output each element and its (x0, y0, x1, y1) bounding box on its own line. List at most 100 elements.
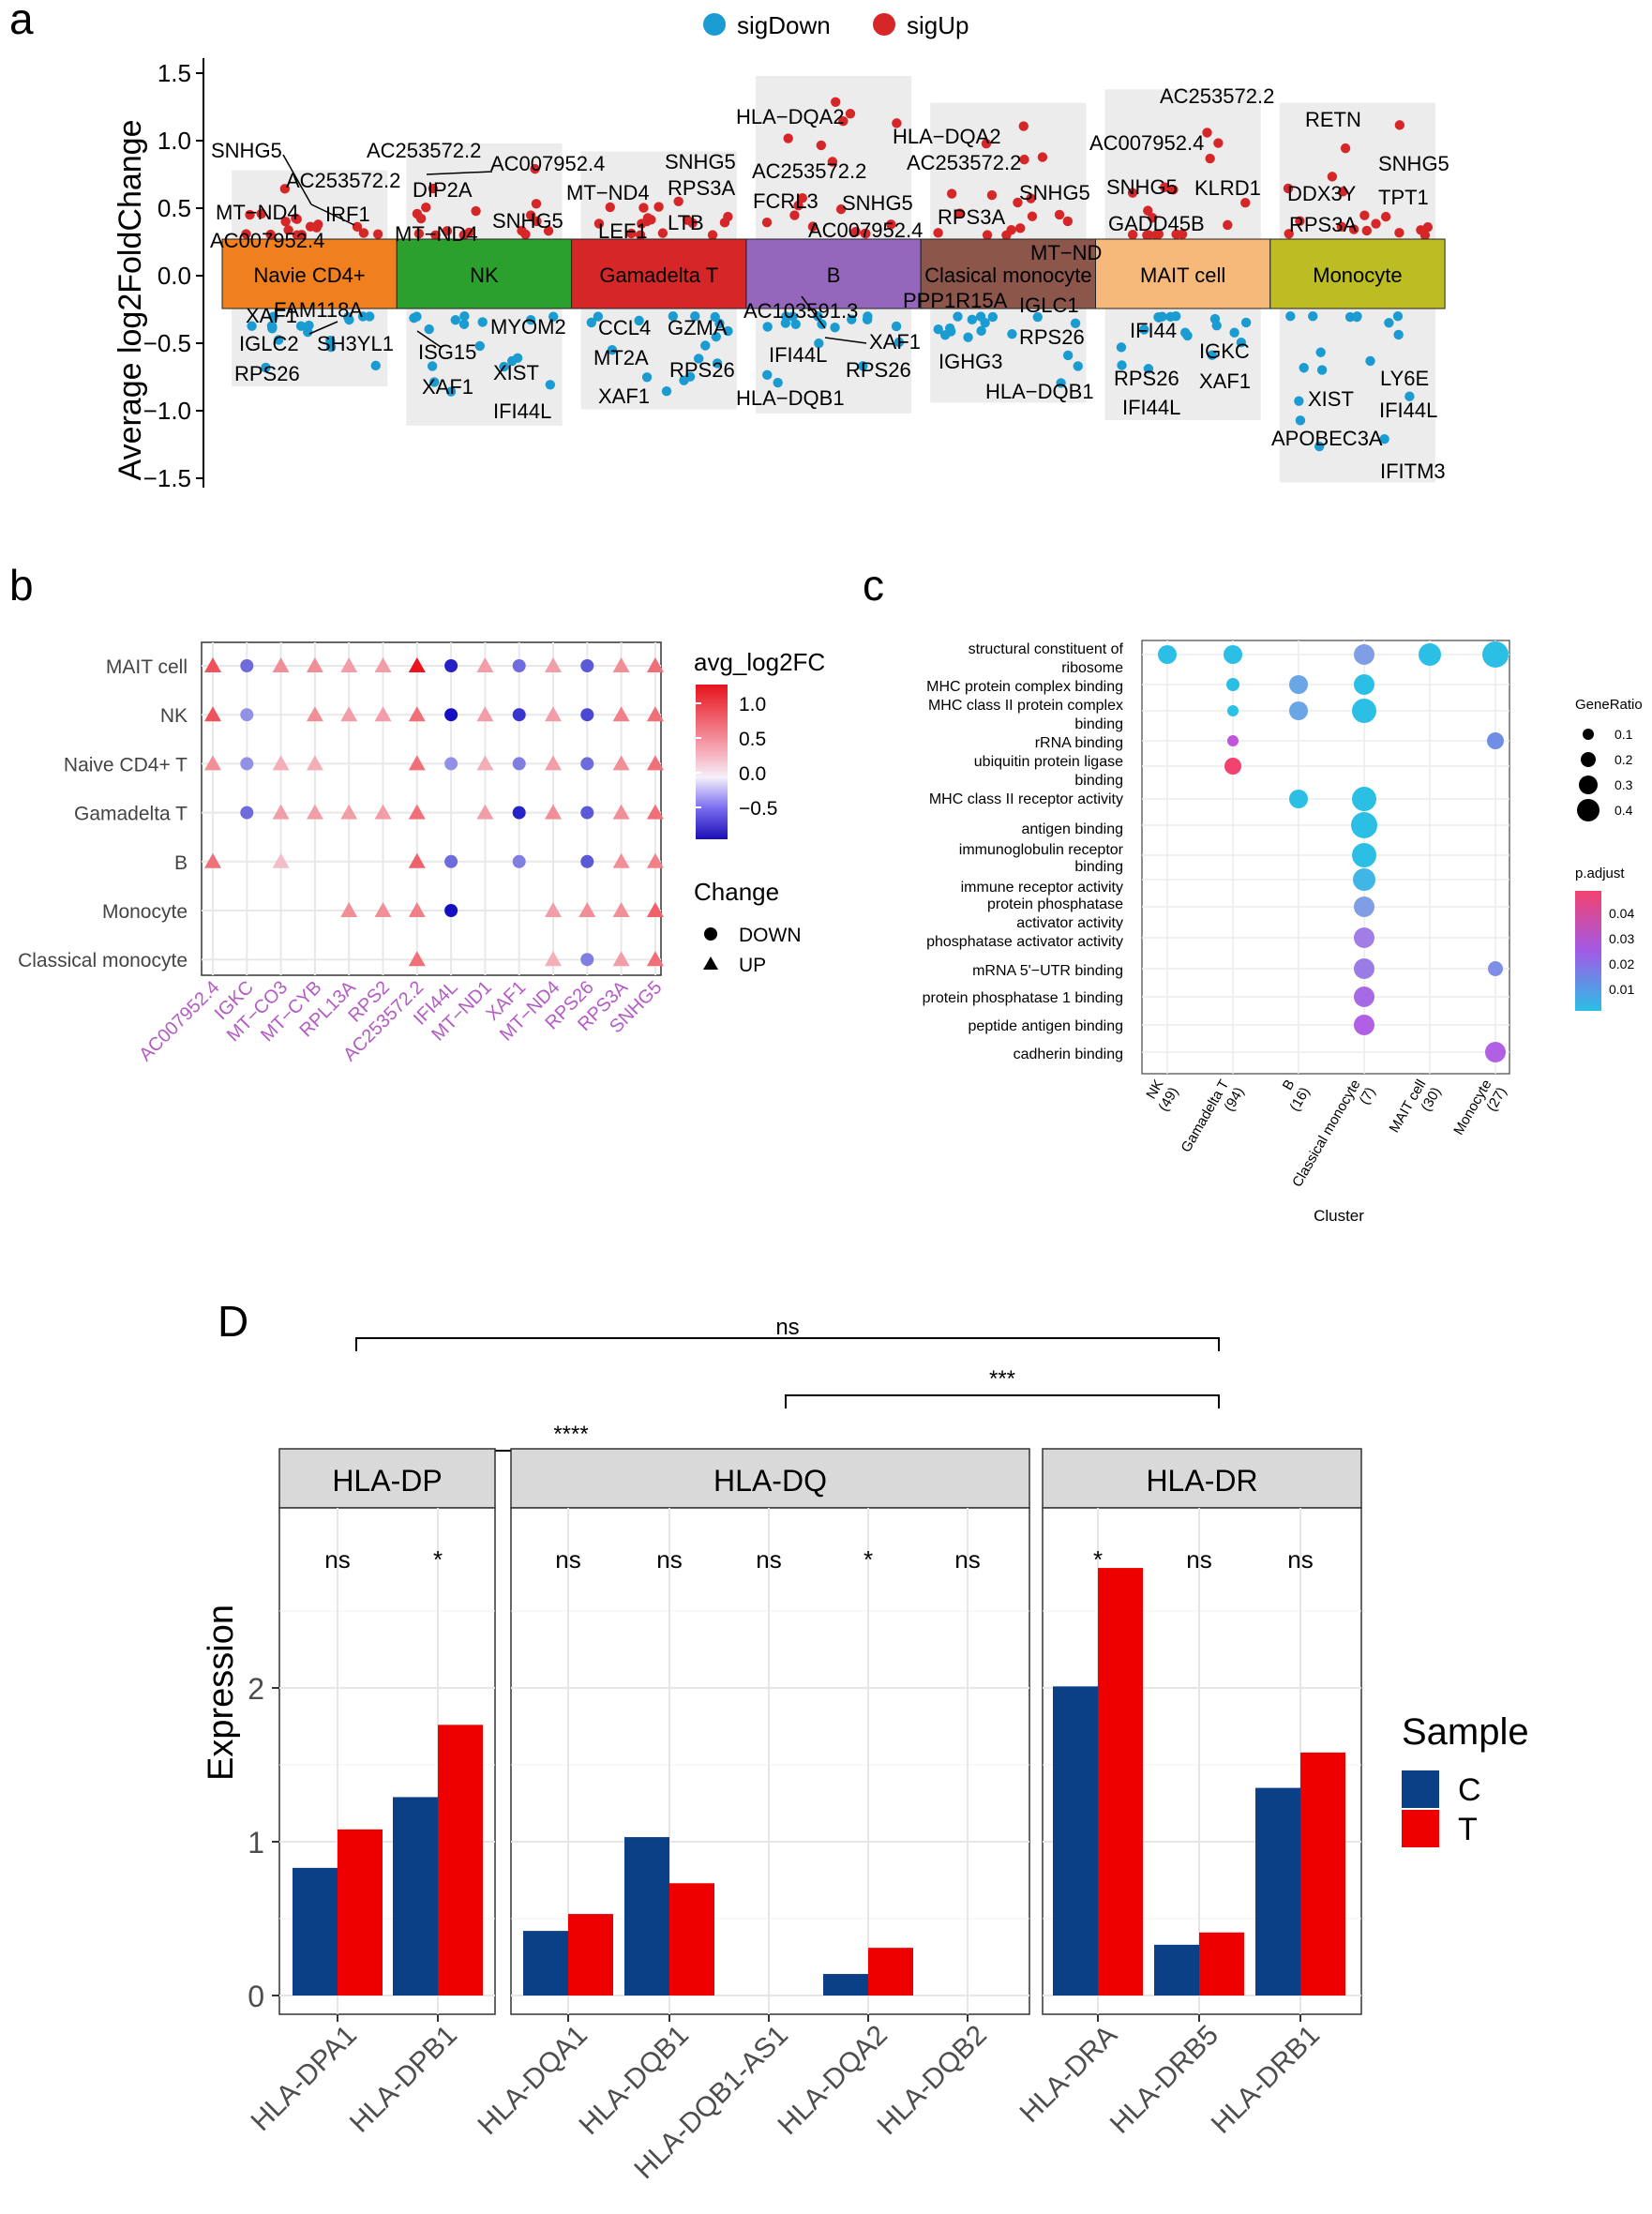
panel-c-enrichment-dot (1354, 896, 1374, 917)
panel-a-up-point (471, 205, 481, 217)
panel-a-down-point (813, 311, 823, 322)
panel-a-gene-label: HLA−DQB1 (985, 380, 1094, 403)
panel-a-down-point (1007, 329, 1017, 339)
panel-a-gene-label: IGLC2 (239, 332, 299, 355)
panel-a-up-point (1338, 187, 1348, 197)
panel-a-down-point (1404, 391, 1415, 401)
panel-d-bar-c (1053, 1686, 1098, 1996)
panel-a-cluster-name: Gamadelta T (599, 264, 718, 287)
panel-b-down-mark (512, 806, 526, 820)
panel-a-down-point (1209, 313, 1221, 324)
panel-b-up-mark (408, 706, 426, 722)
panel-d-significance-label: ns (1287, 1545, 1313, 1574)
panel-a-gene-label: IFI44L (1379, 399, 1437, 422)
panel-d-bar-c (624, 1837, 669, 1996)
panel-a-up-point (783, 133, 793, 143)
panel-a-down-point (773, 377, 783, 388)
panel-a-down-point (1379, 433, 1389, 444)
panel-a-gene-label: IFI44L (769, 343, 827, 367)
panel-a-down-point (1062, 350, 1074, 361)
panel-a-up-point (1371, 218, 1381, 229)
panel-a-gene-label: XIST (493, 361, 539, 384)
panel-a-gene-label: PPP1R15A (903, 289, 1008, 312)
panel-a-down-point (684, 371, 696, 382)
panel-letter-c: c (863, 561, 884, 610)
panel-b-up-mark (306, 804, 323, 820)
panel-a-up-point (442, 226, 453, 236)
panel-b-up-mark (408, 951, 426, 967)
panel-a-gene-label: HLA−DQA2 (893, 125, 1001, 148)
panel-b-up-mark (306, 706, 323, 722)
panel-a-down-point (459, 311, 470, 322)
panel-a-up-point (653, 202, 664, 212)
panel-a-down-point (953, 311, 963, 322)
panel-b-up-mark (340, 804, 358, 820)
panel-a-gene-label: IGLC1 (1019, 294, 1079, 317)
panel-d-bar-t (669, 1883, 714, 1996)
panel-a-gene-label: RPS3A (1289, 213, 1357, 236)
panel-b-down-mark (240, 659, 254, 672)
panel-a-down-point (304, 320, 314, 331)
panel-c-term-label: activator activity (1016, 915, 1123, 931)
panel-a-down-point (788, 311, 798, 322)
panel-a-up-point (530, 163, 540, 174)
panel-a-up-point (850, 226, 861, 237)
panel-c-dots (1158, 641, 1509, 1062)
panel-b-up-mark (545, 755, 562, 771)
panel-a-leader-line (282, 154, 312, 205)
panel-a-down-point (477, 317, 488, 327)
panel-d-legend-swatch (1402, 1810, 1439, 1847)
panel-c-term-label: antigen binding (1021, 821, 1123, 837)
panel-a-gene-label: SNHG5 (1378, 152, 1449, 175)
panel-a-up-point (279, 184, 291, 194)
panel-b-row-label: NK (160, 705, 188, 727)
panel-a-down-point (975, 311, 986, 322)
panel-b-down-label: DOWN (739, 925, 802, 946)
panel-d-facets: HLA-DP ns HLA-DPA1 * HLA-DPB1 HLA-DQ ns HLA-DQA… (245, 1448, 1362, 2185)
panel-a-down-point (607, 345, 618, 355)
panel-b-up-mark (476, 706, 494, 722)
panel-a-up-point (531, 199, 542, 209)
panel-a-up-point (428, 183, 439, 194)
panel-b-up-mark (272, 852, 290, 868)
panel-c-enrichment-dot (1158, 645, 1177, 664)
panel-a-up-point (1153, 229, 1164, 239)
panel-c-ratio-symbol (1583, 729, 1594, 740)
panel-b-legend-title: avg_log2FC (694, 648, 825, 676)
panel-a-up-point (311, 222, 322, 233)
panel-b-up-mark (476, 657, 494, 672)
panel-c-enrichment-dot (1482, 641, 1509, 668)
panel-c-enrichment-dot (1352, 843, 1376, 867)
panel-a-down-point (700, 340, 711, 351)
panel-a-up-point (646, 215, 656, 225)
panel-c-term-label: mRNA 5'−UTR binding (972, 963, 1123, 979)
panel-a-gene-label: RPS26 (1019, 325, 1085, 349)
panel-d-bar-c (523, 1931, 568, 1996)
panel-a-down-point (295, 321, 307, 331)
panel-d-significance-label: * (433, 1545, 443, 1574)
panel-d-ytick-label: 0 (248, 1980, 264, 2013)
panel-a-down-point (445, 386, 457, 397)
panel-a-up-point (1284, 229, 1294, 239)
panel-b-down-mark (512, 854, 526, 868)
panel-a-gene-label: GADD45B (1108, 212, 1205, 235)
panel-c-enrichment-dot (1352, 699, 1376, 723)
panel-b-down-mark (512, 757, 526, 771)
panel-a-down-point (450, 315, 460, 325)
panel-a-gene-label: XIST (1308, 387, 1354, 411)
panel-c-enrichment-dot (1354, 958, 1374, 979)
panel-a-cluster-tile (221, 238, 398, 309)
panel-a-down-point (690, 311, 700, 322)
panel-b-up-mark (204, 755, 221, 771)
panel-a-gene-label: AC007952.4 (210, 229, 324, 252)
panel-c-term-label: ubiquitin protein ligase (974, 754, 1123, 770)
panel-a-up-point (1327, 172, 1338, 182)
panel-a-up-point (1340, 143, 1351, 154)
panel-b-down-mark (240, 757, 254, 771)
panel-d-facet-title: HLA-DR (1146, 1464, 1257, 1498)
panel-d-bracket (785, 1394, 1220, 1408)
panel-a-down-point (1314, 441, 1325, 452)
panel-a-gene-label: XAF1 (246, 304, 297, 327)
panel-a-up-point (1361, 225, 1373, 236)
panel-b-up-mark (612, 852, 630, 868)
